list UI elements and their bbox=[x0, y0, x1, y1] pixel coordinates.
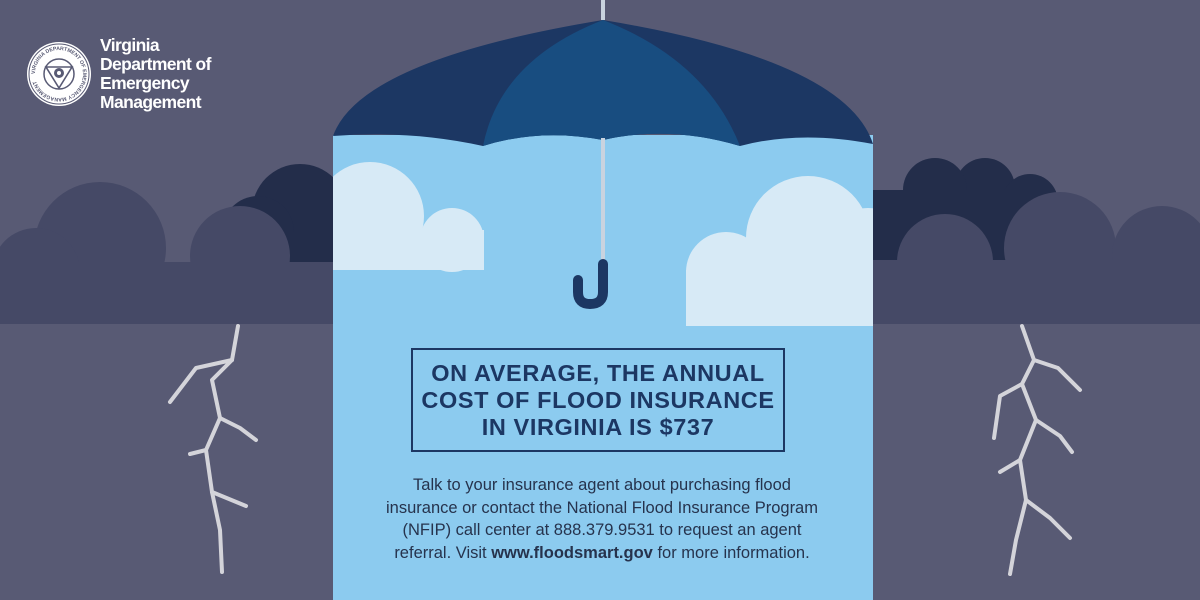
sky-cloud-right bbox=[686, 176, 873, 326]
floodsmart-link[interactable]: www.floodsmart.gov bbox=[491, 543, 653, 562]
headline-line: COST OF FLOOD INSURANCE bbox=[421, 386, 775, 413]
body-copy: Talk to your insurance agent about purch… bbox=[340, 474, 864, 564]
sky-cloud-left bbox=[333, 162, 484, 272]
agency-name-line: Emergency bbox=[100, 73, 190, 93]
body-line: referral. Visit www.floodsmart.gov for m… bbox=[394, 544, 809, 562]
storm-cloud-left bbox=[0, 182, 334, 324]
agency-name-line: Virginia bbox=[100, 35, 160, 55]
agency-name-line: Management bbox=[100, 92, 202, 112]
headline-line: IN VIRGINIA IS $737 bbox=[481, 413, 715, 440]
headline-line: ON AVERAGE, THE ANNUAL bbox=[431, 359, 765, 386]
agency-name-line: Department of bbox=[100, 54, 211, 74]
lightning-bolt-right bbox=[992, 324, 1082, 576]
body-line-start: referral. Visit bbox=[394, 543, 492, 562]
storm-cloud-right bbox=[870, 192, 1200, 324]
body-line-end: for more information. bbox=[652, 543, 810, 562]
headline-box: ON AVERAGE, THE ANNUAL COST OF FLOOD INS… bbox=[411, 348, 785, 452]
lightning-bolt-left bbox=[168, 324, 258, 574]
vdem-seal-icon: VIRGINIA DEPARTMENT OF EMERGENCY MANAGEM… bbox=[26, 41, 92, 107]
umbrella-icon bbox=[333, 0, 873, 310]
agency-name: Virginia Department of Emergency Managem… bbox=[100, 36, 211, 112]
body-line: (NFIP) call center at 888.379.9531 to re… bbox=[402, 521, 802, 540]
body-line: insurance or contact the National Flood … bbox=[386, 498, 818, 517]
body-line: Talk to your insurance agent about purch… bbox=[413, 476, 791, 494]
agency-logo: VIRGINIA DEPARTMENT OF EMERGENCY MANAGEM… bbox=[26, 36, 226, 116]
